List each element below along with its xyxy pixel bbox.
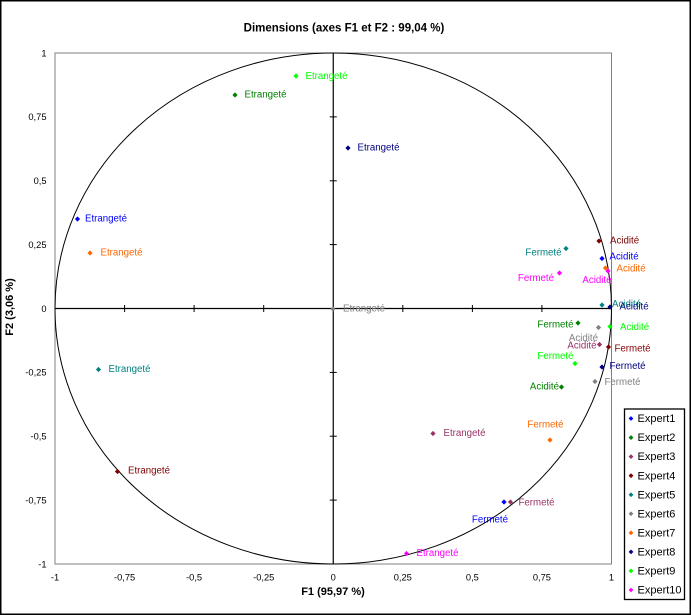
svg-text:Acidité: Acidité — [617, 264, 646, 275]
svg-text:Fermeté: Fermeté — [605, 377, 641, 388]
svg-text:Dimensions (axes F1 et F2 : 99: Dimensions (axes F1 et F2 : 99,04 %) — [244, 23, 445, 35]
svg-text:Etrangeté: Etrangeté — [343, 304, 385, 315]
svg-text:0: 0 — [331, 573, 336, 583]
svg-text:-1: -1 — [38, 559, 46, 569]
svg-text:Acidité: Acidité — [582, 275, 611, 286]
svg-text:Fermeté: Fermeté — [518, 273, 554, 284]
svg-text:Etrangeté: Etrangeté — [306, 71, 348, 82]
svg-text:Expert4: Expert4 — [638, 470, 676, 482]
svg-text:0,5: 0,5 — [34, 176, 47, 186]
svg-text:1: 1 — [609, 573, 614, 583]
svg-text:Etrangeté: Etrangeté — [245, 90, 287, 101]
svg-text:Fermeté: Fermeté — [610, 361, 646, 372]
svg-text:Etrangeté: Etrangeté — [109, 364, 151, 375]
svg-text:Expert1: Expert1 — [638, 413, 676, 425]
svg-text:0,25: 0,25 — [394, 573, 412, 583]
svg-text:Fermeté: Fermeté — [519, 498, 555, 509]
svg-text:Acidité: Acidité — [620, 322, 649, 333]
svg-text:Fermeté: Fermeté — [525, 248, 561, 259]
svg-text:F2 (3,06 %): F2 (3,06 %) — [4, 278, 16, 336]
svg-text:0,75: 0,75 — [28, 112, 46, 122]
svg-text:Acidité: Acidité — [530, 382, 559, 393]
svg-text:Acidité: Acidité — [569, 333, 598, 344]
svg-text:Acidité: Acidité — [567, 341, 596, 352]
svg-text:0,75: 0,75 — [533, 573, 551, 583]
svg-text:Fermeté: Fermeté — [527, 420, 563, 431]
svg-text:Fermeté: Fermeté — [537, 351, 573, 362]
svg-text:Fermeté: Fermeté — [537, 320, 573, 331]
svg-text:Acidité: Acidité — [610, 252, 639, 263]
svg-text:-0,75: -0,75 — [114, 573, 135, 583]
svg-text:Fermeté: Fermeté — [472, 515, 508, 526]
svg-text:Expert6: Expert6 — [638, 508, 676, 520]
svg-text:Fermeté: Fermeté — [615, 344, 651, 355]
svg-text:Etrangeté: Etrangeté — [128, 466, 170, 477]
svg-text:F1 (95,97 %): F1 (95,97 %) — [301, 586, 365, 598]
svg-text:-0,25: -0,25 — [253, 573, 274, 583]
svg-text:-1: -1 — [51, 573, 59, 583]
svg-text:-0,5: -0,5 — [186, 573, 202, 583]
svg-text:Expert5: Expert5 — [638, 489, 676, 501]
svg-text:Expert7: Expert7 — [638, 527, 676, 539]
svg-text:0: 0 — [41, 304, 46, 314]
svg-text:0,5: 0,5 — [466, 573, 479, 583]
svg-text:Etrangeté: Etrangeté — [101, 248, 143, 259]
svg-text:Expert8: Expert8 — [638, 546, 676, 558]
svg-text:Expert10: Expert10 — [638, 585, 682, 597]
svg-text:Etrangeté: Etrangeté — [444, 428, 486, 439]
svg-text:-0,75: -0,75 — [25, 495, 46, 505]
svg-text:Etrangeté: Etrangeté — [417, 548, 459, 559]
svg-text:Acidité: Acidité — [610, 236, 639, 247]
svg-text:1: 1 — [41, 48, 46, 58]
svg-text:Etrangeté: Etrangeté — [85, 214, 127, 225]
svg-text:Etrangeté: Etrangeté — [358, 143, 400, 154]
svg-text:Acidité: Acidité — [612, 299, 641, 310]
svg-text:Expert3: Expert3 — [638, 451, 676, 463]
svg-text:Expert9: Expert9 — [638, 566, 676, 578]
svg-text:-0,5: -0,5 — [30, 432, 46, 442]
svg-text:-0,25: -0,25 — [25, 368, 46, 378]
svg-text:Acidité: Acidité — [620, 302, 649, 313]
svg-text:Expert2: Expert2 — [638, 432, 676, 444]
svg-text:0,25: 0,25 — [28, 240, 46, 250]
